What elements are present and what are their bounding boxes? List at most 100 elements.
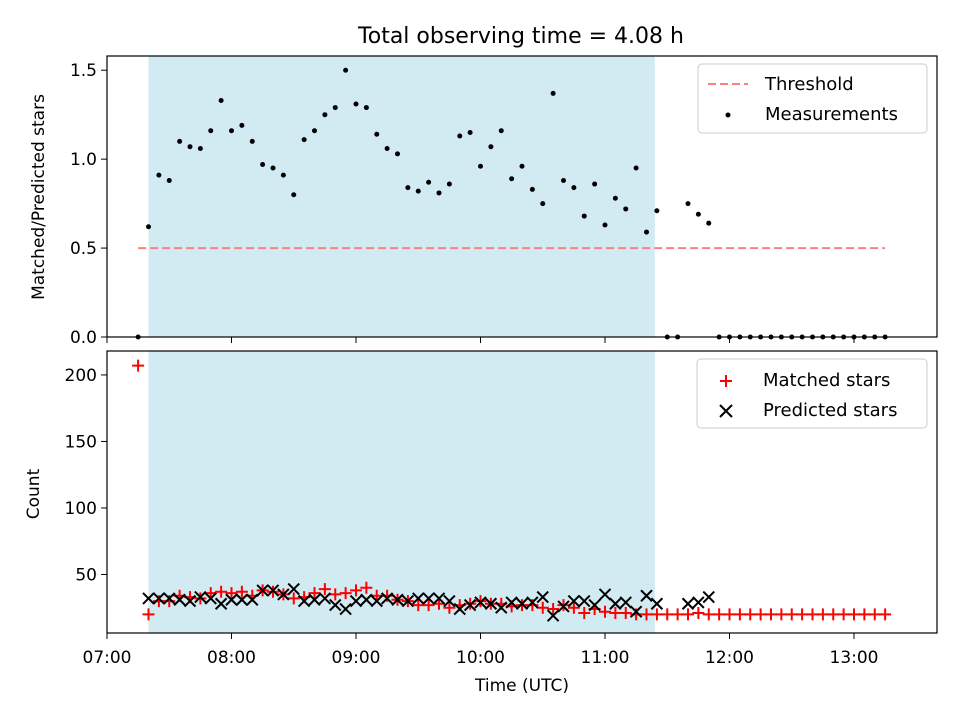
measurement-point [446,181,452,187]
predicted-star-point [692,596,705,609]
figure-title: Total observing time = 4.08 h [357,24,684,49]
predicted-star-point [474,596,487,609]
measurement-point [685,201,691,207]
measurement-point [218,97,224,103]
matched-star-point [308,587,321,600]
predicted-legend-label: Predicted stars [763,400,897,421]
matched-star-point [318,583,331,596]
matched-star-point [713,608,726,621]
ratio-legend: Threshold Measurements [697,63,928,134]
measurement-point [280,172,286,178]
measurement-point [260,161,266,167]
predicted-star-point [142,592,155,605]
predicted-legend-swatch [719,404,733,418]
matched-star-point [682,608,694,621]
ratio-panel: 0.0 0.5 1.0 1.5 Matched/Predicted stars Thr… [29,55,938,348]
matched-star-point [723,608,736,621]
measurements-points [135,67,888,340]
predicted-star-point [194,590,207,604]
predicted-star-point [246,593,259,606]
x-tick-label: 10:00 [456,648,505,668]
count-x-axis: 07:00 08:00 09:00 10:00 11:00 12:00 13:00 [83,633,879,668]
measurement-point [550,90,556,96]
matched-star-point [650,608,663,621]
matched-star-point [702,608,715,621]
predicted-star-point [505,596,518,609]
measurement-point [374,131,380,137]
matched-star-point [132,359,145,372]
matched-star-point [536,601,549,614]
predicted-star-point [495,601,508,614]
measurement-point [249,138,255,144]
predicted-star-point [609,597,622,610]
measurement-point [353,101,359,107]
predicted-star-point [619,596,632,609]
matched-star-point [733,608,746,621]
matched-star-point [235,585,248,598]
matched-star-point [225,587,238,600]
matched-star-point [329,588,342,601]
ratio-legend-box [697,63,928,134]
x-tick-label: 09:00 [332,648,381,668]
measurement-point [644,229,649,235]
ratio-y-tick-label: 0.0 [70,328,97,348]
measurement-point [322,112,328,118]
predicted-star-point [235,593,249,606]
count-panel: 50 100 150 200 07:00 08:00 09:00 10:00 11:00 12:… [24,350,938,696]
predicted-star-point [567,594,581,608]
measurement-point [156,172,162,178]
predicted-star-point [152,592,166,605]
measurement-point [457,133,463,139]
matched-star-point [339,587,352,600]
count-legend-box [696,358,928,429]
ratio-y-tick-label: 1.5 [70,61,97,81]
matched-star-point [215,585,228,598]
predicted-star-point [515,597,529,610]
predicted-star-point [339,602,352,616]
measurement-point [498,128,504,134]
measurement-point [187,144,193,150]
predicted-star-point [308,593,321,606]
measurement-point [561,177,566,183]
matched-star-point [350,584,362,597]
predicted-star-point [329,598,342,612]
measurement-point [478,163,483,169]
matched-star-point [567,601,580,614]
count-y-label: Count [24,468,44,519]
predicted-star-point [453,602,466,616]
measurement-point [436,190,442,196]
measurement-point [426,179,432,185]
measurement-point [519,163,525,169]
matched-star-point [599,605,611,618]
matched-star-point [754,608,767,621]
predicted-star-point [401,594,415,608]
predicted-star-point [412,592,425,605]
measurement-point [229,128,234,134]
threshold-legend-label: Threshold [764,74,854,95]
measurement-point [405,185,411,191]
matched-star-point [744,608,757,621]
predicted-star-point [391,593,404,606]
predicted-star-point [557,600,570,613]
predicted-star-point [163,592,176,605]
predicted-star-point [173,593,186,606]
count-y-tick-label: 100 [65,499,97,519]
predicted-star-point [318,592,332,605]
measurements-legend-swatch [725,112,731,118]
measurement-point [654,208,660,214]
measurement-point [312,128,317,134]
count-y-tick-label: 150 [65,432,97,452]
ratio-y-tick-label: 0.5 [70,239,97,259]
x-tick-label: 13:00 [830,648,879,668]
matched-star-point [661,608,674,621]
matched-star-point [360,581,373,594]
predicted-star-point [349,594,363,608]
count-y-tick-label: 50 [75,565,97,585]
x-tick-label: 11:00 [581,648,630,668]
matched-star-point [443,601,456,614]
measurement-point [208,128,214,134]
ratio-y-axis: 0.0 0.5 1.0 1.5 [70,61,107,348]
measurement-point [301,137,307,143]
matched-star-point [765,608,777,621]
predicted-star-point [640,589,653,602]
